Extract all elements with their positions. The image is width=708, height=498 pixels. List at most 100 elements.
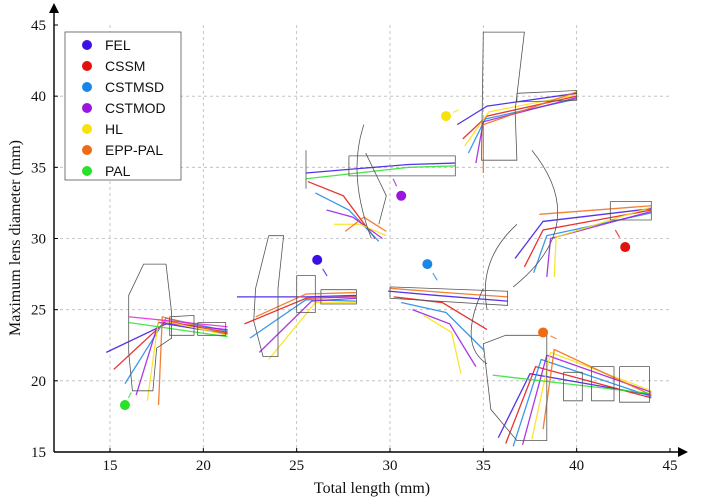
lens-pal xyxy=(105,263,228,406)
legend-marker xyxy=(82,124,92,134)
lens-ray xyxy=(157,315,228,406)
lens-ray xyxy=(492,374,652,395)
lens-element xyxy=(470,288,488,365)
lens-hl xyxy=(456,31,578,174)
point-group xyxy=(119,392,132,411)
y-tick-label: 35 xyxy=(31,160,46,176)
legend-label: CSTMOD xyxy=(105,100,166,116)
lens-ray xyxy=(326,209,383,240)
lens-ray xyxy=(464,94,577,147)
point-cstmsd xyxy=(422,259,433,270)
lens-element xyxy=(348,155,456,177)
lens-element xyxy=(482,334,548,441)
lens-ray xyxy=(512,358,652,447)
point-hl xyxy=(441,111,451,122)
lens-ray xyxy=(514,207,652,259)
lens-ray xyxy=(393,296,488,331)
lens-cstmod xyxy=(305,124,456,242)
y-tick-label: 20 xyxy=(31,374,46,390)
lens-cssm xyxy=(512,150,652,288)
legend-label: CSTMSD xyxy=(105,79,164,95)
point-group xyxy=(614,229,631,253)
lens-ray xyxy=(249,299,357,339)
lens-ray xyxy=(412,309,477,367)
lens-cstmsd xyxy=(388,223,518,374)
lens-element xyxy=(197,322,227,336)
lens-ray xyxy=(475,96,577,164)
lens-element xyxy=(512,150,559,288)
point-cssm xyxy=(620,242,631,253)
lens-ray xyxy=(305,162,456,174)
lens-epppal xyxy=(482,334,652,447)
point-arrow xyxy=(432,272,438,281)
lens-ray xyxy=(531,351,652,440)
legend-label: FEL xyxy=(105,37,131,53)
lens-ray xyxy=(307,180,376,239)
axes: 15 20 25 30 35 40 45 15 20 25 30 35 40 45 xyxy=(31,3,688,474)
lens-ray xyxy=(128,316,228,328)
lens-element xyxy=(516,90,578,103)
lens-element xyxy=(356,124,372,239)
lens-ray xyxy=(258,297,357,353)
lens-element xyxy=(169,314,195,336)
legend-marker xyxy=(82,145,92,155)
lens-ray xyxy=(423,314,462,374)
point-group xyxy=(422,259,438,281)
lens-ray xyxy=(505,365,652,444)
point-arrow xyxy=(614,229,621,238)
lens-element xyxy=(128,263,172,392)
lens-ray xyxy=(255,291,357,318)
lens-ray xyxy=(497,372,652,439)
point-pal xyxy=(119,400,130,411)
point-arrow xyxy=(322,268,328,277)
lens-ray xyxy=(334,223,387,237)
lens-element xyxy=(296,275,316,313)
lens-ray xyxy=(236,294,357,298)
point-arrow xyxy=(452,109,459,114)
lens-element xyxy=(619,366,650,403)
point-arrow xyxy=(127,392,132,399)
point-group xyxy=(312,254,328,277)
y-axis-arrow xyxy=(49,3,59,13)
x-tick-label: 45 xyxy=(663,458,678,474)
legend-label: PAL xyxy=(105,163,131,179)
legend-label: HL xyxy=(105,121,123,137)
x-tick-label: 15 xyxy=(103,458,118,474)
legend-marker xyxy=(82,103,92,113)
y-tick-label: 25 xyxy=(31,303,46,319)
lens-element xyxy=(253,235,285,357)
x-tick-label: 35 xyxy=(476,458,491,474)
lens-element xyxy=(484,223,518,310)
lens-ray xyxy=(553,206,652,277)
lens-ray xyxy=(542,348,652,430)
lens-ray xyxy=(389,287,508,298)
legend: FEL CSSM CSTMSD CSTMOD HL EPP-PAL PAL xyxy=(64,31,182,181)
y-tick-label: 30 xyxy=(31,232,46,248)
lens-ray xyxy=(128,321,228,338)
lens-fel xyxy=(236,235,357,360)
lens-illustrations xyxy=(105,31,652,447)
legend-marker xyxy=(82,166,92,176)
x-axis-title: Total length (mm) xyxy=(314,480,430,497)
y-tick-label: 40 xyxy=(31,89,46,105)
lens-ray xyxy=(523,209,652,268)
lens-element xyxy=(609,201,652,221)
legend-marker xyxy=(82,61,92,71)
lens-ray xyxy=(533,212,652,273)
point-arrow xyxy=(392,178,398,187)
point-fel xyxy=(312,254,323,265)
legend-label: EPP-PAL xyxy=(105,142,163,158)
lens-ray xyxy=(456,92,577,126)
y-tick-label: 45 xyxy=(31,18,46,34)
x-tick-label: 20 xyxy=(196,458,211,474)
lens-element xyxy=(563,371,583,402)
x-tick-label: 30 xyxy=(383,458,398,474)
y-axis-title: Maximum lens diameter (mm) xyxy=(7,140,24,336)
lens-ray xyxy=(305,165,456,180)
x-tick-label: 40 xyxy=(569,458,584,474)
point-cstmod xyxy=(396,190,407,201)
point-epp-pal xyxy=(538,327,549,338)
lens-ray xyxy=(244,296,357,325)
point-group xyxy=(538,327,557,340)
